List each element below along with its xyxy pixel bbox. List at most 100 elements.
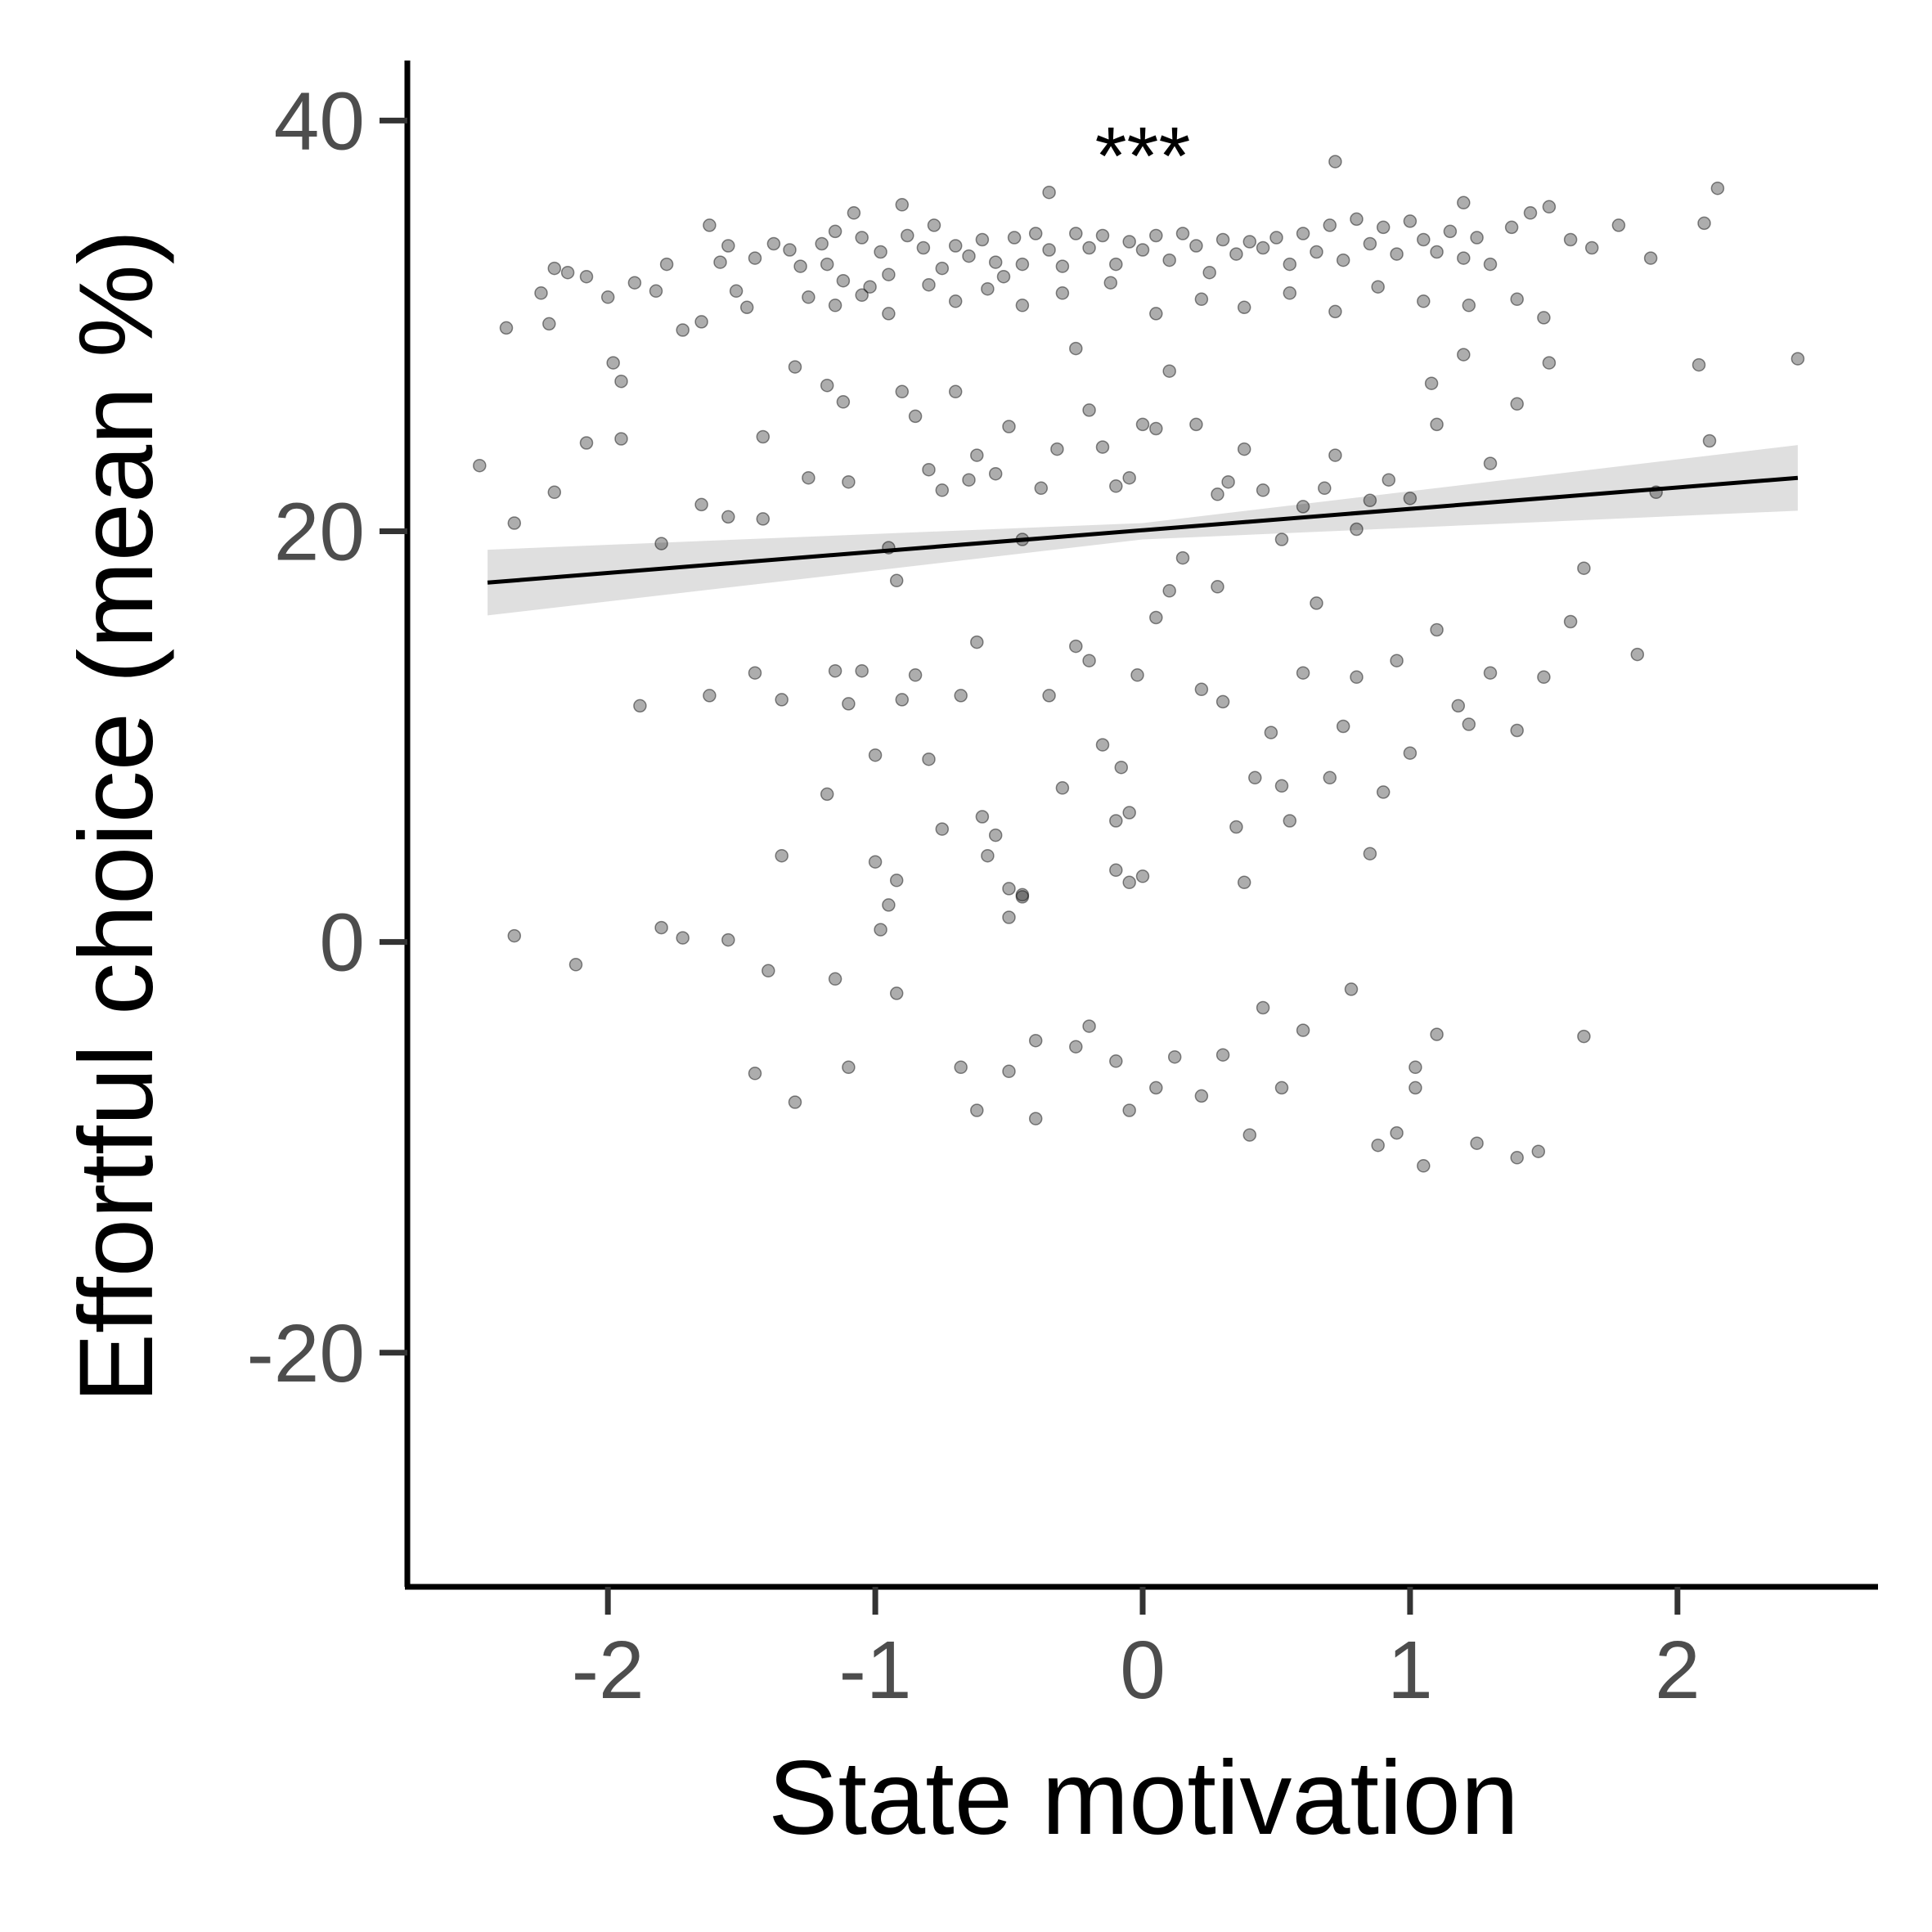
data-point <box>1202 265 1216 280</box>
data-point <box>882 267 896 281</box>
data-point <box>649 284 663 299</box>
data-point <box>1215 694 1230 709</box>
x-tick-label: 0 <box>1120 1624 1166 1716</box>
data-point <box>756 512 771 526</box>
data-point <box>1269 231 1283 245</box>
data-point <box>1221 474 1235 489</box>
data-point <box>1462 299 1476 312</box>
data-point <box>1376 785 1391 799</box>
data-point <box>729 284 744 299</box>
data-point <box>1162 584 1176 598</box>
data-point <box>1336 253 1350 267</box>
data-point <box>828 663 842 678</box>
y-axis-title: Effortful choice (mean %) <box>58 230 175 1404</box>
data-point <box>1274 779 1289 793</box>
data-point <box>1122 875 1136 890</box>
data-point <box>788 1095 802 1109</box>
data-point <box>1611 218 1626 232</box>
data-point <box>935 822 950 836</box>
data-point <box>1002 882 1016 896</box>
data-point <box>1430 622 1444 637</box>
data-point <box>901 228 914 243</box>
data-point <box>788 360 802 374</box>
data-point <box>1350 522 1364 537</box>
data-point <box>1403 746 1418 760</box>
data-point <box>1403 214 1418 228</box>
data-point <box>828 224 842 239</box>
data-point <box>1130 668 1144 682</box>
data-point <box>1409 1060 1422 1075</box>
data-point <box>1175 550 1190 565</box>
data-point <box>948 384 963 399</box>
data-point <box>1382 473 1396 487</box>
data-point <box>954 1060 968 1075</box>
data-point <box>1451 699 1466 713</box>
data-point <box>1082 403 1096 417</box>
data-point <box>762 964 775 978</box>
data-point <box>828 972 842 986</box>
data-point <box>1002 420 1016 434</box>
data-point <box>499 321 514 335</box>
data-point <box>882 898 896 912</box>
data-point <box>739 300 754 315</box>
data-point <box>654 920 668 935</box>
data-point <box>1563 614 1578 629</box>
data-point <box>996 269 1011 284</box>
data-point <box>868 748 883 762</box>
data-point <box>748 666 762 680</box>
data-point <box>1194 292 1209 307</box>
data-point <box>981 848 995 863</box>
data-point <box>1149 307 1163 321</box>
data-point <box>927 218 941 232</box>
data-point <box>1350 212 1364 227</box>
data-point <box>1095 440 1110 454</box>
data-point <box>1409 1081 1422 1095</box>
data-point <box>1109 257 1123 272</box>
data-point <box>1457 195 1471 210</box>
data-point <box>1323 218 1337 232</box>
data-point <box>1114 760 1129 775</box>
data-point <box>828 299 842 312</box>
data-point <box>1229 247 1243 261</box>
data-point <box>534 286 548 300</box>
data-point <box>1417 294 1431 308</box>
data-point <box>606 356 620 370</box>
data-point <box>1242 235 1257 249</box>
data-point <box>1363 847 1377 860</box>
data-point <box>748 1067 762 1081</box>
data-point <box>1135 243 1150 257</box>
data-point <box>542 317 556 331</box>
data-point <box>547 485 562 500</box>
data-point <box>783 243 797 257</box>
data-points <box>473 155 1805 1173</box>
data-point <box>908 409 923 424</box>
data-point <box>855 288 869 303</box>
data-point <box>1095 738 1110 752</box>
data-point <box>1002 1064 1016 1079</box>
data-point <box>614 432 628 446</box>
data-point <box>1042 689 1056 703</box>
data-point <box>1211 580 1224 594</box>
data-point <box>703 218 717 232</box>
data-point <box>1443 224 1458 239</box>
data-point <box>1028 227 1043 240</box>
data-point <box>842 1060 856 1075</box>
data-point <box>1215 232 1230 247</box>
data-point <box>1531 1144 1546 1158</box>
data-point <box>676 323 690 337</box>
data-point <box>1470 231 1484 245</box>
data-point <box>1162 364 1176 378</box>
data-point <box>935 261 950 276</box>
data-point <box>473 458 487 473</box>
data-point <box>694 497 708 512</box>
data-point <box>1296 500 1310 514</box>
data-point <box>988 828 1003 842</box>
data-point <box>1283 286 1297 300</box>
data-point <box>694 315 708 329</box>
data-point <box>1015 890 1030 904</box>
data-point <box>766 236 781 251</box>
data-point <box>868 855 883 869</box>
data-point <box>1122 235 1136 249</box>
data-point <box>1283 257 1297 272</box>
